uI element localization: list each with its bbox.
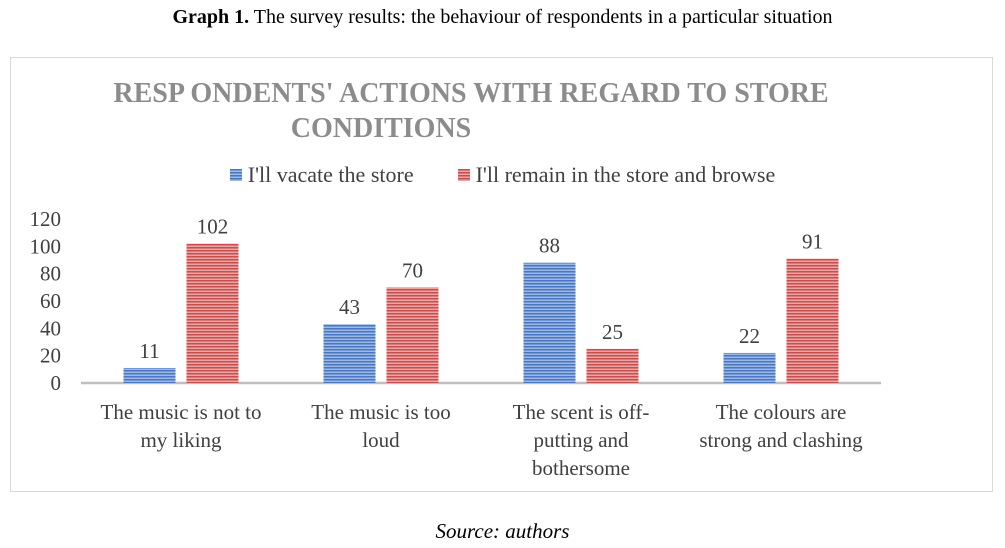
data-label: 102 [197, 215, 229, 239]
x-category-label: strong and clashing [699, 428, 863, 452]
legend-item-vacate: I'll vacate the store [229, 162, 414, 188]
bar-vacate [723, 352, 776, 383]
data-label: 22 [739, 324, 760, 348]
bar-vacate [523, 262, 576, 383]
x-category-label: The colours are [716, 400, 847, 424]
chart-title: RESP ONDENTS' ACTIONS WITH REGARD TO STO… [71, 76, 871, 146]
legend-item-remain: I'll remain in the store and browse [457, 162, 776, 188]
x-category-label: putting and [533, 428, 629, 452]
source-note: Source: authors [435, 519, 570, 543]
x-category-label: loud [362, 428, 400, 452]
y-tick-label: 80 [40, 262, 61, 286]
chart-frame: RESP ONDENTS' ACTIONS WITH REGARD TO STO… [10, 57, 993, 492]
bar-vacate [123, 367, 176, 383]
y-tick-label: 20 [40, 344, 61, 368]
bar-remain [786, 258, 839, 383]
data-label: 70 [402, 258, 423, 282]
x-category-label: The music is too [311, 400, 450, 424]
y-tick-label: 60 [40, 289, 61, 313]
y-tick-label: 100 [30, 234, 62, 258]
legend-label-vacate: I'll vacate the store [247, 162, 414, 187]
bar-remain [186, 243, 239, 383]
x-category-label: The music is not to [101, 400, 262, 424]
bar-chart-plot: 0 20 40 60 80 100 120 11 102 The music is not to m… [30, 207, 881, 480]
chart-title-line-1: RESP ONDENTS' ACTIONS WITH REGARD TO STO… [113, 78, 829, 109]
bar-remain [386, 287, 439, 383]
legend-label-remain: I'll remain in the store and browse [475, 162, 776, 187]
x-category-label: The scent is off- [513, 400, 650, 424]
caption-prefix: Graph 1. [172, 6, 250, 28]
bar-remain [586, 348, 639, 383]
y-tick-label: 0 [51, 371, 62, 395]
y-tick-label: 40 [40, 316, 61, 340]
x-category-label: my liking [140, 428, 222, 452]
chart-legend: I'll vacate the store I'll remain in the… [11, 162, 994, 188]
data-label: 88 [539, 234, 560, 258]
data-label: 25 [602, 320, 623, 344]
data-label: 43 [339, 295, 360, 319]
data-label: 91 [802, 230, 823, 254]
y-tick-label: 120 [30, 207, 62, 231]
chart-title-line-2: CONDITIONS [290, 113, 472, 144]
data-label: 11 [139, 339, 159, 363]
bar-vacate [323, 324, 376, 383]
legend-swatch-vacate [229, 169, 242, 181]
legend-swatch-remain [457, 169, 470, 181]
x-category-label: bothersome [532, 456, 630, 480]
figure-caption: Graph 1. The survey results: the behavio… [0, 6, 1005, 29]
caption-text: The survey results: the behaviour of res… [253, 6, 833, 28]
